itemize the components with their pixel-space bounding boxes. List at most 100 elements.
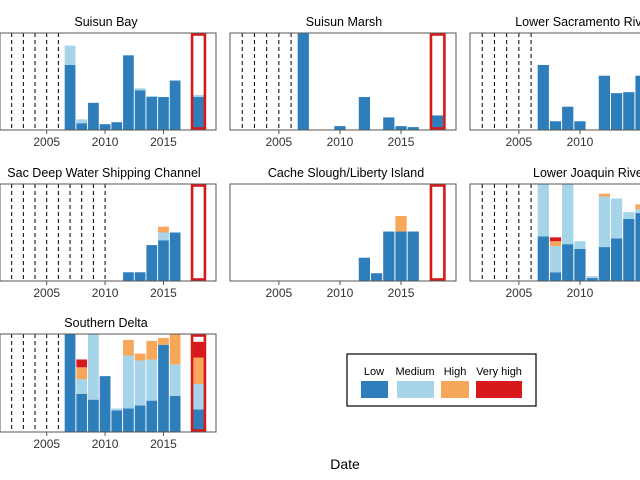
bar-low: [562, 244, 574, 281]
panels-layer: Suisun Bay 2005 2010 2015 Suisun Marsh 2005 20…: [0, 15, 640, 451]
bar-low: [598, 75, 610, 130]
bar-high: [193, 357, 204, 384]
bar-low: [383, 231, 395, 281]
legend-box: [346, 353, 537, 407]
bar-low: [537, 236, 549, 281]
bar-low: [99, 124, 111, 130]
bar-low: [169, 395, 181, 432]
x-tick-label: 2010: [92, 286, 119, 300]
bar-low: [134, 90, 146, 130]
bar-low: [158, 344, 169, 432]
legend-swatch-high: [441, 381, 469, 398]
bar-medium: [134, 360, 146, 406]
plot-area: [470, 33, 640, 130]
bar-low: [623, 92, 635, 130]
bar-high: [158, 226, 169, 233]
x-tick-label: 2010: [567, 286, 594, 300]
bar-high: [134, 353, 146, 361]
legend-label-low: Low: [364, 366, 384, 378]
bar-high: [598, 193, 610, 197]
plot-area: [0, 33, 207, 130]
x-tick-label: 2005: [33, 286, 60, 300]
bar-low: [297, 33, 309, 130]
x-tick-label: 2010: [327, 135, 354, 149]
bar-medium: [76, 119, 88, 124]
panel-border: [229, 183, 457, 282]
legend: Low Medium High Very high: [346, 353, 537, 407]
panel-sac-dwsc: Sac Deep Water Shipping Channel 2005 2010 2…: [0, 166, 217, 300]
bar-medium: [134, 88, 146, 91]
bar-low: [64, 65, 76, 130]
bar-low: [610, 238, 623, 281]
bar-medium: [610, 198, 623, 239]
highlight-box: [429, 184, 446, 281]
bar-low: [383, 117, 395, 130]
bar-low: [169, 80, 181, 130]
bar-medium: [549, 246, 562, 273]
bar-low: [76, 123, 88, 130]
bar-medium: [193, 383, 204, 410]
bar-low: [586, 278, 598, 281]
bar-very-high: [193, 341, 204, 358]
x-tick-label: 2010: [92, 135, 119, 149]
bar-low: [610, 93, 623, 130]
bar-low: [88, 399, 99, 432]
bar-medium: [635, 209, 640, 214]
x-tick-label: 2015: [150, 135, 177, 149]
bar-low: [123, 408, 134, 432]
bar-low: [123, 55, 134, 130]
bar-low: [370, 273, 383, 281]
panel-lower-sacramento-river: Lower Sacramento River 2005 2010: [469, 15, 640, 149]
panel-southern-delta: Southern Delta 2005 2010 2015: [0, 316, 217, 451]
panel-border: [0, 333, 217, 433]
x-axis-label: Date: [330, 456, 360, 472]
panel-border: [0, 183, 217, 282]
bar-medium: [111, 408, 123, 411]
bar-medium: [123, 355, 134, 409]
bar-low: [562, 106, 574, 130]
bar-high: [146, 340, 158, 360]
x-tick-label: 2015: [150, 437, 177, 451]
bar-low: [407, 127, 419, 130]
panel-border: [229, 32, 457, 131]
plot-area: [358, 184, 446, 281]
legend-swatch-very-high: [476, 381, 522, 398]
panel-suisun-marsh: Suisun Marsh 2005 2010 2015: [229, 15, 457, 149]
bar-very-high: [549, 237, 562, 242]
bar-medium: [169, 364, 181, 396]
panel-suisun-bay: Suisun Bay 2005 2010 2015: [0, 15, 217, 149]
bar-high: [549, 241, 562, 247]
bar-low: [146, 400, 158, 432]
plot-area: [230, 33, 446, 130]
bar-high: [395, 216, 407, 232]
panel-lower-joaquin-river: Lower Joaquin River 2005 2010: [469, 166, 640, 300]
x-tick-label: 2005: [33, 135, 60, 149]
x-tick-label: 2010: [92, 437, 119, 451]
bar-low: [549, 121, 562, 130]
bar-low: [193, 409, 204, 432]
highlight-box: [429, 33, 446, 130]
x-tick-label: 2010: [327, 286, 354, 300]
bar-medium: [193, 95, 204, 98]
panel-title: Lower Joaquin River: [533, 166, 640, 180]
bar-low: [623, 218, 635, 281]
legend-swatch-medium: [397, 381, 434, 398]
bar-low: [193, 97, 204, 130]
bar-low: [358, 97, 370, 130]
x-tick-label: 2015: [150, 286, 177, 300]
bar-medium: [586, 276, 598, 279]
bar-medium: [574, 241, 586, 249]
bar-medium: [562, 184, 574, 245]
bar-low: [64, 334, 76, 432]
panel-title: Suisun Marsh: [306, 15, 382, 29]
bar-low: [598, 247, 610, 281]
bar-low: [432, 115, 444, 130]
bar-low: [123, 272, 134, 281]
x-tick-label: 2005: [506, 135, 533, 149]
bar-high: [123, 339, 134, 356]
panel-border: [469, 32, 640, 131]
legend-label-high: High: [444, 366, 467, 378]
x-tick-label: 2005: [266, 135, 293, 149]
bar-low: [537, 65, 549, 130]
highlight-box: [190, 334, 207, 432]
